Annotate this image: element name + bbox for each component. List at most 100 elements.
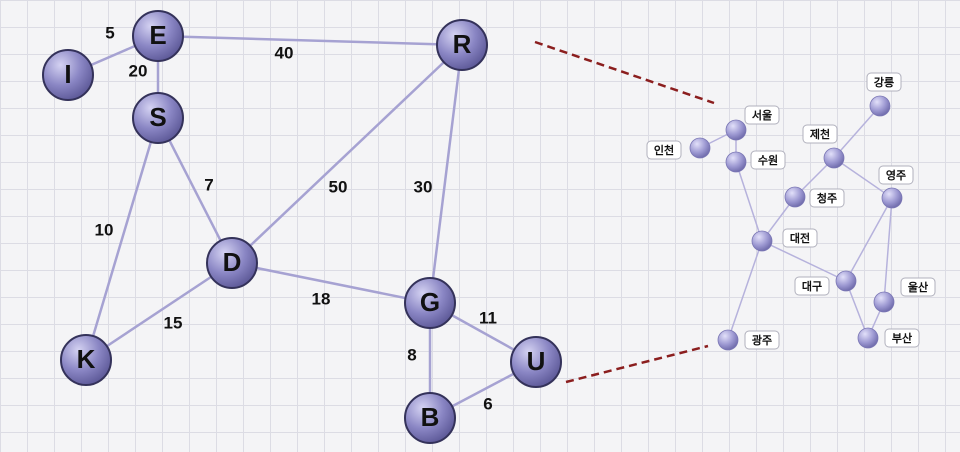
node-label: E [149, 20, 166, 50]
map-link-yeongju-ulsan [883, 197, 893, 303]
node-label: I [64, 59, 71, 89]
edge-r-d [231, 44, 463, 264]
city-dot [835, 270, 857, 292]
edge-weight-g-b: 8 [407, 345, 416, 364]
node-s: S [132, 92, 184, 144]
city-label: 제천 [810, 127, 830, 141]
city-incheon: 인천 [646, 137, 711, 160]
city-dot [751, 230, 773, 252]
edge-weight-d-g: 18 [312, 289, 331, 308]
city-dot [725, 119, 747, 141]
edge-weight-e-s: 20 [129, 61, 148, 80]
city-label-box [900, 277, 936, 297]
city-yeongju: 영주 [878, 165, 914, 209]
city-label-box [809, 188, 845, 208]
city-label-box [750, 150, 786, 170]
edge-weight-u-b: 6 [483, 394, 492, 413]
city-label: 울산 [908, 280, 928, 294]
city-dot [717, 329, 739, 351]
city-jecheon: 제천 [802, 124, 845, 169]
city-label: 대전 [790, 231, 810, 245]
city-label-box [866, 72, 902, 92]
city-dot [881, 187, 903, 209]
city-label: 강릉 [874, 75, 894, 89]
edge-e-r [157, 34, 463, 47]
edge-weight-g-u: 11 [479, 308, 497, 327]
city-label: 인천 [654, 143, 674, 157]
city-daejeon: 대전 [751, 228, 818, 252]
city-seoul: 서울 [725, 105, 780, 141]
city-label: 수원 [758, 153, 778, 167]
edge-r-g [428, 44, 464, 304]
edge-weight-s-d: 7 [204, 175, 213, 194]
node-label: U [527, 346, 546, 376]
edge-s-k [84, 117, 160, 361]
city-dot [689, 137, 711, 159]
node-b: B [404, 392, 456, 444]
node-label: S [149, 102, 166, 132]
city-label: 광주 [752, 334, 772, 347]
edge-weights: 5 20 40 7 10 50 30 15 18 11 8 6 [95, 23, 497, 413]
city-label: 서울 [752, 108, 772, 122]
city-label-box [646, 140, 682, 160]
city-dot [725, 151, 747, 173]
map-link-daejeon-gwangju [727, 240, 763, 341]
node-circle [60, 334, 112, 386]
city-dot [823, 147, 845, 169]
edge-weight-r-d: 50 [329, 177, 348, 196]
node-u: U [510, 336, 562, 388]
city-dot [869, 95, 891, 117]
node-label: R [453, 29, 472, 59]
map-links [699, 105, 893, 341]
city-dot [857, 327, 879, 349]
node-d: D [206, 237, 258, 289]
node-label: K [77, 344, 96, 374]
node-circle [42, 49, 94, 101]
city-cheongju: 청주 [784, 186, 845, 208]
city-label-box [802, 124, 838, 144]
city-label-box [744, 330, 780, 350]
connector-line-bottom [565, 344, 709, 384]
city-busan: 부산 [857, 327, 920, 349]
node-g: G [404, 277, 456, 329]
connector-line-top [534, 40, 715, 105]
edge-weight-d-k: 15 [164, 313, 183, 332]
node-circle [404, 277, 456, 329]
city-label-box [794, 276, 830, 296]
city-label-box [878, 165, 914, 185]
city-suwon: 수원 [725, 150, 786, 173]
city-label: 영주 [886, 169, 906, 182]
node-circle [132, 92, 184, 144]
city-daegu: 대구 [794, 270, 857, 296]
city-label-box [782, 228, 818, 248]
map-link-yeongju-daegu [845, 197, 893, 282]
city-label: 부산 [892, 331, 912, 345]
city-gwangju: 광주 [717, 329, 780, 351]
edge-weight-s-k: 10 [95, 220, 114, 239]
node-label: D [223, 247, 242, 277]
node-e: E [132, 10, 184, 62]
city-gangneung: 강릉 [866, 72, 902, 117]
node-label: B [421, 402, 440, 432]
edge-d-k [85, 261, 233, 362]
city-dot [873, 291, 895, 313]
node-circle [404, 392, 456, 444]
city-ulsan: 울산 [873, 277, 936, 313]
node-i: I [42, 49, 94, 101]
node-k: K [60, 334, 112, 386]
map-link-suwon-daejeon [735, 161, 763, 242]
edge-weight-e-i: 5 [105, 23, 114, 42]
map-link-jecheon-yeongju [833, 157, 893, 199]
edge-weight-r-g: 30 [414, 177, 433, 196]
city-label: 대구 [802, 279, 822, 293]
edge-s-d [156, 117, 234, 264]
node-circle [436, 19, 488, 71]
edge-weight-e-r: 40 [275, 43, 294, 62]
map-link-jecheon-gangneung [833, 105, 881, 159]
graph-nodes: E I S R D K G U B [42, 10, 562, 444]
city-label-box [884, 328, 920, 348]
node-circle [206, 237, 258, 289]
